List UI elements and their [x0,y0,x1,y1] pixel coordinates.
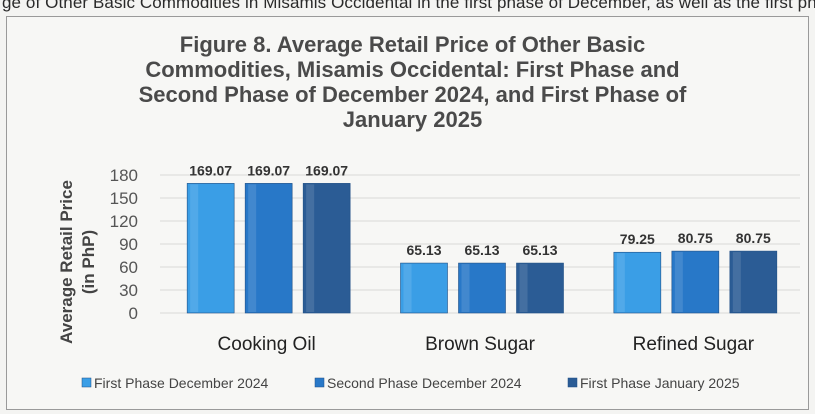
bar-highlight [461,264,470,312]
bar-highlight [616,253,625,312]
page-top-text: ge of Other Basic Commodities in Misamis… [2,0,815,12]
bar [729,250,778,314]
data-label: 80.75 [678,230,713,246]
legend-swatch [567,377,578,388]
bar-highlight [248,184,257,312]
bar-highlight [403,264,412,312]
bar [400,262,448,314]
bar-highlight [519,264,528,312]
data-label: 169.07 [189,162,232,178]
y-tick-label: 30 [119,281,138,300]
bar [244,183,293,314]
bar [671,250,720,314]
bar-highlight [732,252,741,312]
bar-highlight [306,184,315,312]
bar-highlight [674,252,683,312]
legend-swatch [314,377,325,388]
y-axis-label: (in PhP) [79,230,98,294]
legend-label: Second Phase December 2024 [327,375,522,391]
legend-swatch [81,377,92,388]
data-label: 80.75 [736,230,771,246]
data-label: 169.07 [247,162,290,178]
x-category-label: Refined Sugar [633,334,755,355]
y-tick-label: 150 [110,189,138,208]
y-tick-label: 120 [110,212,138,231]
bar [613,251,662,314]
data-label: 169.07 [305,162,348,178]
x-category-label: Cooking Oil [218,334,316,355]
data-label: 65.13 [464,242,499,258]
bar [186,183,235,314]
chart-title: Figure 8. Average Retail Price of Other … [138,32,687,132]
bar-highlight [190,184,199,312]
data-label: 79.25 [620,231,655,247]
data-label: 65.13 [522,242,557,258]
y-tick-label: 0 [129,304,138,323]
y-axis-label: Average Retail Price [57,180,76,344]
bar [458,262,506,314]
legend-label: First Phase December 2024 [94,375,269,391]
bar [302,183,351,314]
bar [516,262,564,314]
y-tick-label: 90 [119,235,138,254]
x-category-label: Brown Sugar [425,334,536,355]
figure-frame [6,16,809,410]
y-tick-label: 180 [110,166,138,185]
data-label: 65.13 [406,242,441,258]
y-tick-label: 60 [119,258,138,277]
legend-label: First Phase January 2025 [580,375,740,391]
